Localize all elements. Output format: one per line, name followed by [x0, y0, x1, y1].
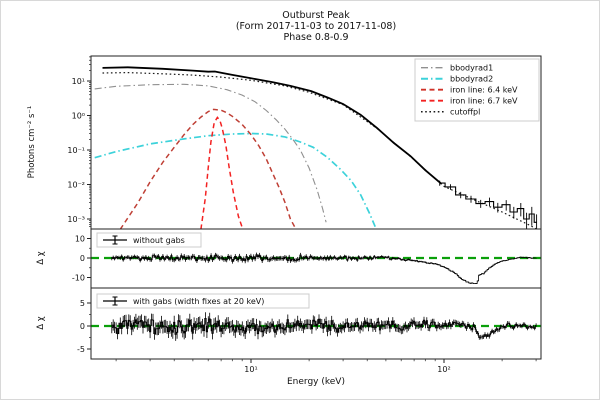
residual-errorbars-without-gabs: [111, 252, 537, 284]
y-tick-label: -5: [77, 345, 85, 354]
plot-layers: 10¹ 10⁰ 10⁻¹ 10⁻² 10⁻³ 10 0 -10 5 0 -5 10¹ 10² bbodyr…: [67, 55, 542, 374]
series-bbodyrad1: [94, 83, 327, 223]
residual-layer-with-gabs: [91, 312, 541, 341]
series-bbodyrad2: [94, 132, 376, 228]
y-tick-label: 0: [80, 322, 85, 331]
residual-layer-without-gabs: [91, 252, 541, 284]
legend-spectrum: bbodyrad1 bbodyrad2 iron line: 6.4 keV iron…: [414, 58, 540, 122]
legend-label: with gabs (width fixes at 20 keV): [133, 297, 264, 306]
y-axis-label-residual2: Δ χ: [36, 316, 46, 330]
y-tick-label: -10: [72, 273, 85, 282]
residual-errorbars-with-gabs: [111, 312, 537, 341]
legend-label: without gabs: [133, 236, 185, 245]
y-tick-label: 10: [75, 234, 85, 243]
y-tick-label: 5: [80, 299, 85, 308]
panel-frame-r2: [90, 287, 542, 360]
y-tick-label: 0: [80, 254, 85, 263]
chart-title-line3: Phase 0.8-0.9: [283, 32, 348, 43]
legend-label: iron line: 6.4 keV: [450, 86, 518, 95]
y-tick-label: 10⁻²: [67, 180, 85, 189]
x-tick-label: 10²: [437, 365, 450, 374]
series-binned-data-high-energy: [439, 182, 537, 223]
y-tick-label: 10⁻³: [67, 215, 85, 224]
y-axis-label-residual1: Δ χ: [36, 251, 46, 265]
legend-residual-without-gabs: without gabs: [96, 232, 202, 248]
spectrum-series-layer: [94, 66, 538, 229]
x-axis-label: Energy (keV): [287, 377, 345, 387]
series-cutoffpl: [102, 71, 538, 229]
y-tick-label: 10¹: [72, 77, 85, 86]
legend-label: bbodyrad1: [450, 64, 493, 73]
series-iron-line-6.4: [119, 108, 297, 229]
errorbars-high-energy: [439, 180, 538, 229]
chart-title-line1: Outburst Peak: [282, 10, 350, 21]
legend-label: cutoffpl: [450, 108, 480, 117]
series-iron-line-6.7: [200, 116, 244, 229]
legend-label: bbodyrad2: [450, 75, 493, 84]
legend-residual-with-gabs: with gabs (width fixes at 20 keV): [96, 293, 310, 309]
legend-label: iron line: 6.7 keV: [450, 97, 518, 106]
x-tick-label: 10¹: [244, 365, 257, 374]
chart-title-line2: (Form 2017-11-03 to 2017-11-08): [236, 21, 396, 32]
y-axis-label-spectrum: Photons cm⁻² s⁻¹: [27, 106, 37, 179]
series-total: [102, 66, 442, 185]
axes-layer: 10¹ 10⁰ 10⁻¹ 10⁻² 10⁻³ 10 0 -10 5 0 -5 10¹ 10²: [67, 55, 542, 374]
y-tick-label: 10⁰: [72, 111, 85, 120]
y-tick-label: 10⁻¹: [67, 146, 85, 155]
